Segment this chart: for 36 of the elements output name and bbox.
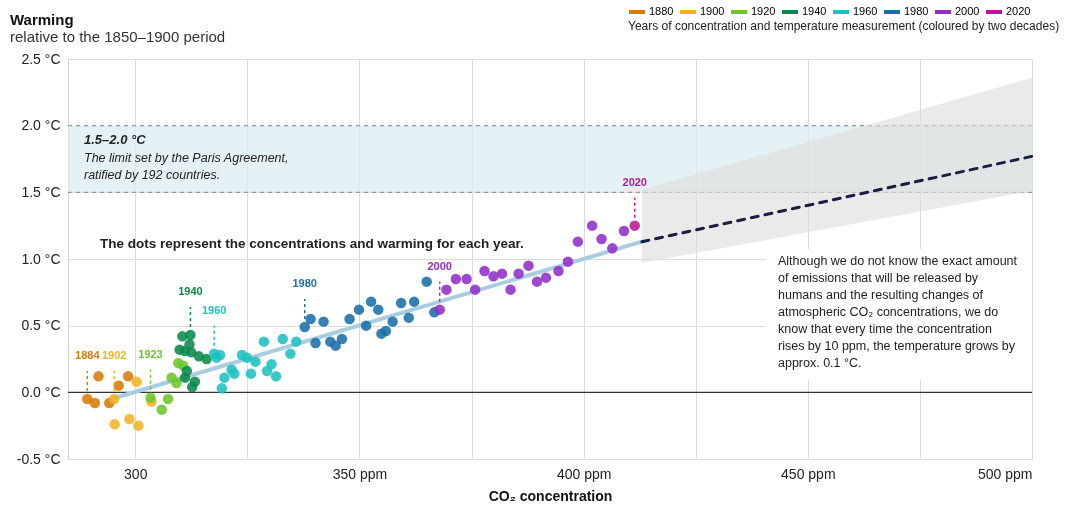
annotation: 1884 <box>75 349 101 361</box>
legend-label: 2020 <box>1006 5 1031 17</box>
y-tick-label: 1.0 °C <box>21 250 61 267</box>
x-tick-label: 450 ppm <box>781 465 836 482</box>
chart-subtitle: relative to the 1850–1900 period <box>10 28 226 45</box>
legend-label: 1980 <box>904 5 929 17</box>
annotation: 1902 <box>101 349 127 361</box>
annotation: 1960 <box>201 303 227 316</box>
legend-title: Years of concentration and temperature measurement (coloured by two decades) <box>628 19 1060 33</box>
x-tick-label: 400 ppm <box>556 465 612 482</box>
legend-label: 1940 <box>802 5 827 17</box>
annotation: Although we do not know the exact amount of emissions that will be released by humans and the resulting changes of atmospheric CO₂ concentrations, we do know that every time the concentration rises by 10 ppm, the temperature grows by approx. 0.1 °C. <box>778 254 1018 370</box>
annotation: 2020 <box>622 175 647 188</box>
y-tick-label: 0.5 °C <box>21 317 61 334</box>
legend-label: 1920 <box>751 5 776 17</box>
x-tick-label: 350 ppm <box>332 465 388 482</box>
annotation: 2000 <box>427 259 452 272</box>
legend-label: 1960 <box>853 5 878 17</box>
y-tick-label: -0.5 °C <box>16 450 61 467</box>
annotation: 1940 <box>178 285 203 297</box>
legend-label: 2000 <box>955 5 980 17</box>
annotation: The dots represent the concentrations and warming for each year. <box>100 236 524 251</box>
x-axis-title: CO₂ concentration <box>488 487 613 504</box>
y-tick-label: 2.5 °C <box>21 50 61 67</box>
x-tick-label: 500 ppm <box>978 465 1033 482</box>
legend-label: 1880 <box>649 5 674 17</box>
legend-label: 1900 <box>700 5 725 17</box>
annotation: 1980 <box>292 277 317 289</box>
x-tick-label: 300 <box>124 465 148 482</box>
y-tick-label: 0.0 °C <box>21 383 61 400</box>
band-label: 1.5–2.0 °C <box>84 131 147 147</box>
y-tick-label: 2.0 °C <box>21 117 61 134</box>
annotation: The limit set by the Paris Agreement, ratified by 192 countries. <box>84 151 289 182</box>
y-tick-label: 1.5 °C <box>21 183 61 200</box>
chart-title: Warming <box>10 11 74 28</box>
annotation: 1923 <box>138 347 163 360</box>
